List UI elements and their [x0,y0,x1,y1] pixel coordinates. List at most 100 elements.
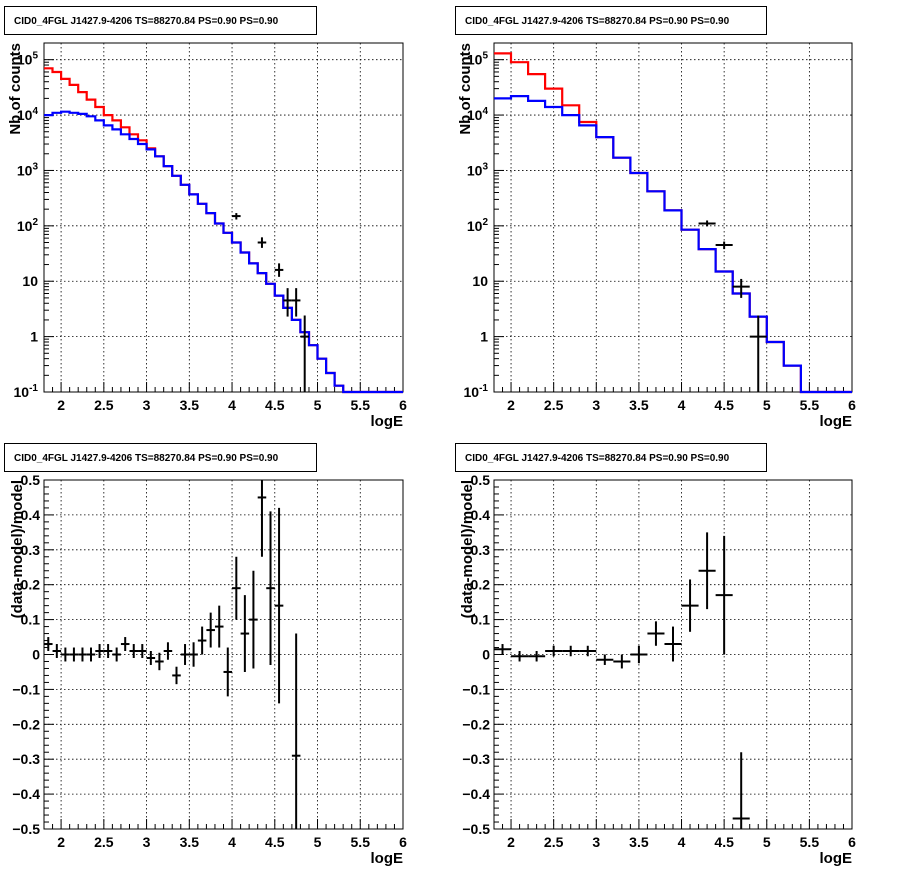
data-point [283,288,292,317]
data-point [52,644,62,658]
data-point [579,645,597,657]
y-axis-label: Nb of counts [7,43,24,135]
chart-title: CID0_4FGL J1427.9-4206 TS=88270.84 PS=0.… [14,16,279,27]
data-point [274,507,284,704]
data-point [698,220,716,227]
y-tick-label: 10-1 [14,383,39,400]
y-axis-label: (data-model)/model [9,480,26,618]
y-tick-label: 104 [467,106,489,123]
x-axis-ticks [43,382,404,392]
data-point [214,605,224,648]
data-point [300,315,309,392]
chart-title: CID0_4FGL J1427.9-4206 TS=88270.84 PS=0.… [465,453,730,464]
x-tick-label: 3 [592,834,600,850]
data-point [664,626,682,662]
data-point [732,278,750,298]
data-point [112,647,121,662]
y-tick-label: 0.2 [21,577,41,593]
chart-panel-2: CID0_4FGL J1427.9-4206 TS=88270.84 PS=0.… [455,6,856,430]
data-point [61,647,70,662]
data-point [78,647,87,662]
data-point [274,263,284,277]
data-point [291,633,301,829]
data-point [120,637,130,652]
data-point [257,480,267,557]
data-point [630,645,648,664]
data-point [69,647,79,662]
x-tick-label: 5.5 [351,397,371,413]
chart-panel-3: CID0_4FGL J1427.9-4206 TS=88270.84 PS=0.… [4,443,407,867]
data-point [749,315,767,392]
x-tick-label: 4.5 [265,834,285,850]
chart-title: CID0_4FGL J1427.9-4206 TS=88270.84 PS=0.… [14,453,279,464]
title-frame [4,443,317,472]
x-tick-label: 5 [763,397,771,413]
series-line-blue [494,95,852,394]
data-point [266,511,275,665]
x-tick-label: 2 [507,834,515,850]
y-tick-label: −0.2 [12,716,40,732]
x-axis-ticks [43,819,404,829]
x-tick-label: 2.5 [544,834,564,850]
y-tick-label: 0.2 [471,577,491,593]
title-frame [4,6,317,35]
x-tick-label: 3 [143,834,151,850]
data-point [197,626,207,655]
data-points [698,220,767,392]
y-tick-label: 102 [467,217,489,234]
y-tick-label: 105 [467,51,489,68]
data-point [545,645,563,657]
data-point [562,645,580,657]
data-point [698,532,716,610]
data-point [103,644,113,658]
y-tick-label: 10 [22,273,38,289]
x-axis-ticks [493,382,853,392]
y-axis-ticks [44,479,54,830]
data-point [138,644,147,658]
x-tick-label: 2.5 [94,834,114,850]
data-point [232,213,241,220]
chart-panel-1: CID0_4FGL J1427.9-4206 TS=88270.84 PS=0.… [4,6,407,430]
data-point [206,612,215,648]
data-point [172,666,181,685]
x-tick-label: 2 [57,834,65,850]
data-point [240,595,250,672]
data-point [494,644,512,655]
y-axis-ticks [44,42,54,393]
y-tick-label: 0.5 [471,472,491,488]
chart-title: CID0_4FGL J1427.9-4206 TS=88270.84 PS=0.… [465,16,730,27]
y-tick-label: 0.5 [21,472,41,488]
grid [494,43,852,392]
y-tick-label: 10-1 [464,383,489,400]
data-points [232,213,309,392]
x-tick-label: 3 [592,397,600,413]
x-tick-label: 5.5 [800,397,820,413]
x-tick-label: 2.5 [94,397,114,413]
x-tick-label: 5 [314,834,322,850]
x-tick-label: 2.5 [544,397,564,413]
y-tick-label: 1 [30,329,38,345]
data-point [647,621,665,646]
y-tick-label: 0.3 [471,542,491,558]
data-point [44,637,53,652]
y-tick-label: 0.1 [471,612,491,628]
x-axis-label: logE [820,413,853,430]
y-tick-label: −0.5 [12,821,40,837]
data-point [511,651,529,662]
data-point [232,556,241,620]
y-tick-label: 103 [17,161,39,178]
data-point [681,579,699,632]
chart-title-box: CID0_4FGL J1427.9-4206 TS=88270.84 PS=0.… [455,443,767,472]
data-point [163,642,173,660]
y-tick-label: −0.1 [12,681,40,697]
x-tick-label: 4 [678,397,686,413]
data-point [715,241,733,250]
x-tick-label: 3.5 [180,834,200,850]
y-axis-label: (data-model)/model [459,480,476,618]
series-line-blue [44,110,403,394]
data-point [257,237,267,248]
data-point [613,654,631,669]
plot-frame [43,42,404,393]
y-tick-label: −0.4 [12,786,40,802]
x-tick-label: 3 [143,397,151,413]
